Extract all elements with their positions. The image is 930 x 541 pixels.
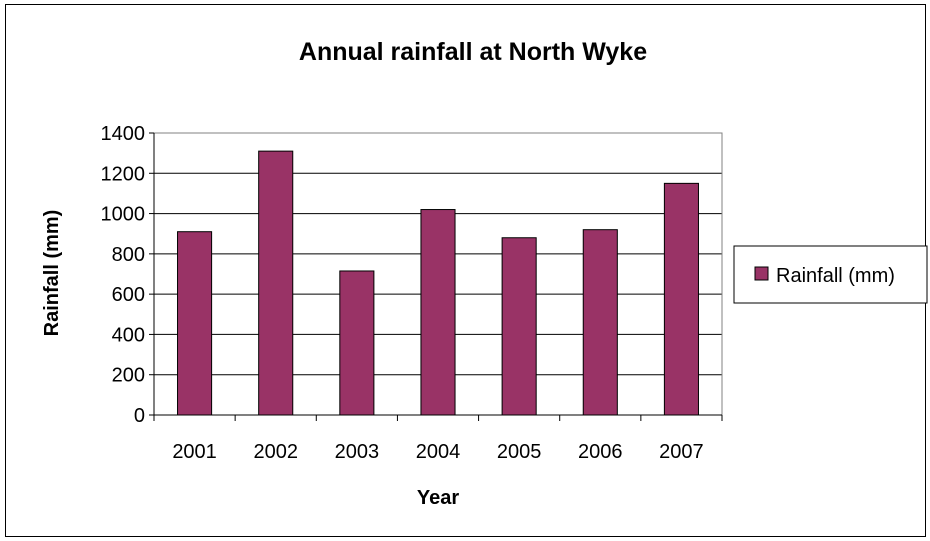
x-tick-label: 2003 xyxy=(335,441,380,463)
x-tick-label: 2005 xyxy=(497,441,542,463)
y-tick-label: 1000 xyxy=(101,204,146,226)
y-tick-label: 400 xyxy=(112,324,145,346)
y-axis-title: Rainfall (mm) xyxy=(41,210,63,337)
bar-2003 xyxy=(339,270,375,416)
x-tick-label: 2006 xyxy=(578,441,623,463)
axes xyxy=(149,132,723,421)
y-tick-labels: 0 200 400 600 800 1000 1200 1400 xyxy=(101,123,146,427)
y-tick-label: 800 xyxy=(112,244,145,266)
bar-2005 xyxy=(501,237,537,416)
y-tick-label: 1400 xyxy=(101,123,146,145)
x-tick-labels: 2001 2002 2003 2004 2005 2006 2007 xyxy=(172,441,703,463)
legend: Rainfall (mm) xyxy=(733,245,928,304)
legend-label: Rainfall (mm) xyxy=(776,265,895,287)
chart-title: Annual rainfall at North Wyke xyxy=(299,38,647,66)
x-tick-label: 2004 xyxy=(416,441,461,463)
bar-2004 xyxy=(420,209,456,416)
bars xyxy=(177,150,699,416)
y-tick-label: 600 xyxy=(112,284,145,306)
bar-2007 xyxy=(663,182,699,416)
x-tick-label: 2007 xyxy=(659,441,704,463)
y-tick-label: 0 xyxy=(134,405,145,427)
bar-2002 xyxy=(258,150,294,416)
y-tick-label: 200 xyxy=(112,365,145,387)
x-tick-label: 2002 xyxy=(253,441,298,463)
bar-2006 xyxy=(582,229,618,416)
y-tick-label: 1200 xyxy=(101,163,146,185)
x-tick-label: 2001 xyxy=(172,441,217,463)
bar-2001 xyxy=(177,231,213,416)
legend-swatch xyxy=(754,266,769,281)
x-axis-title: Year xyxy=(417,487,459,509)
